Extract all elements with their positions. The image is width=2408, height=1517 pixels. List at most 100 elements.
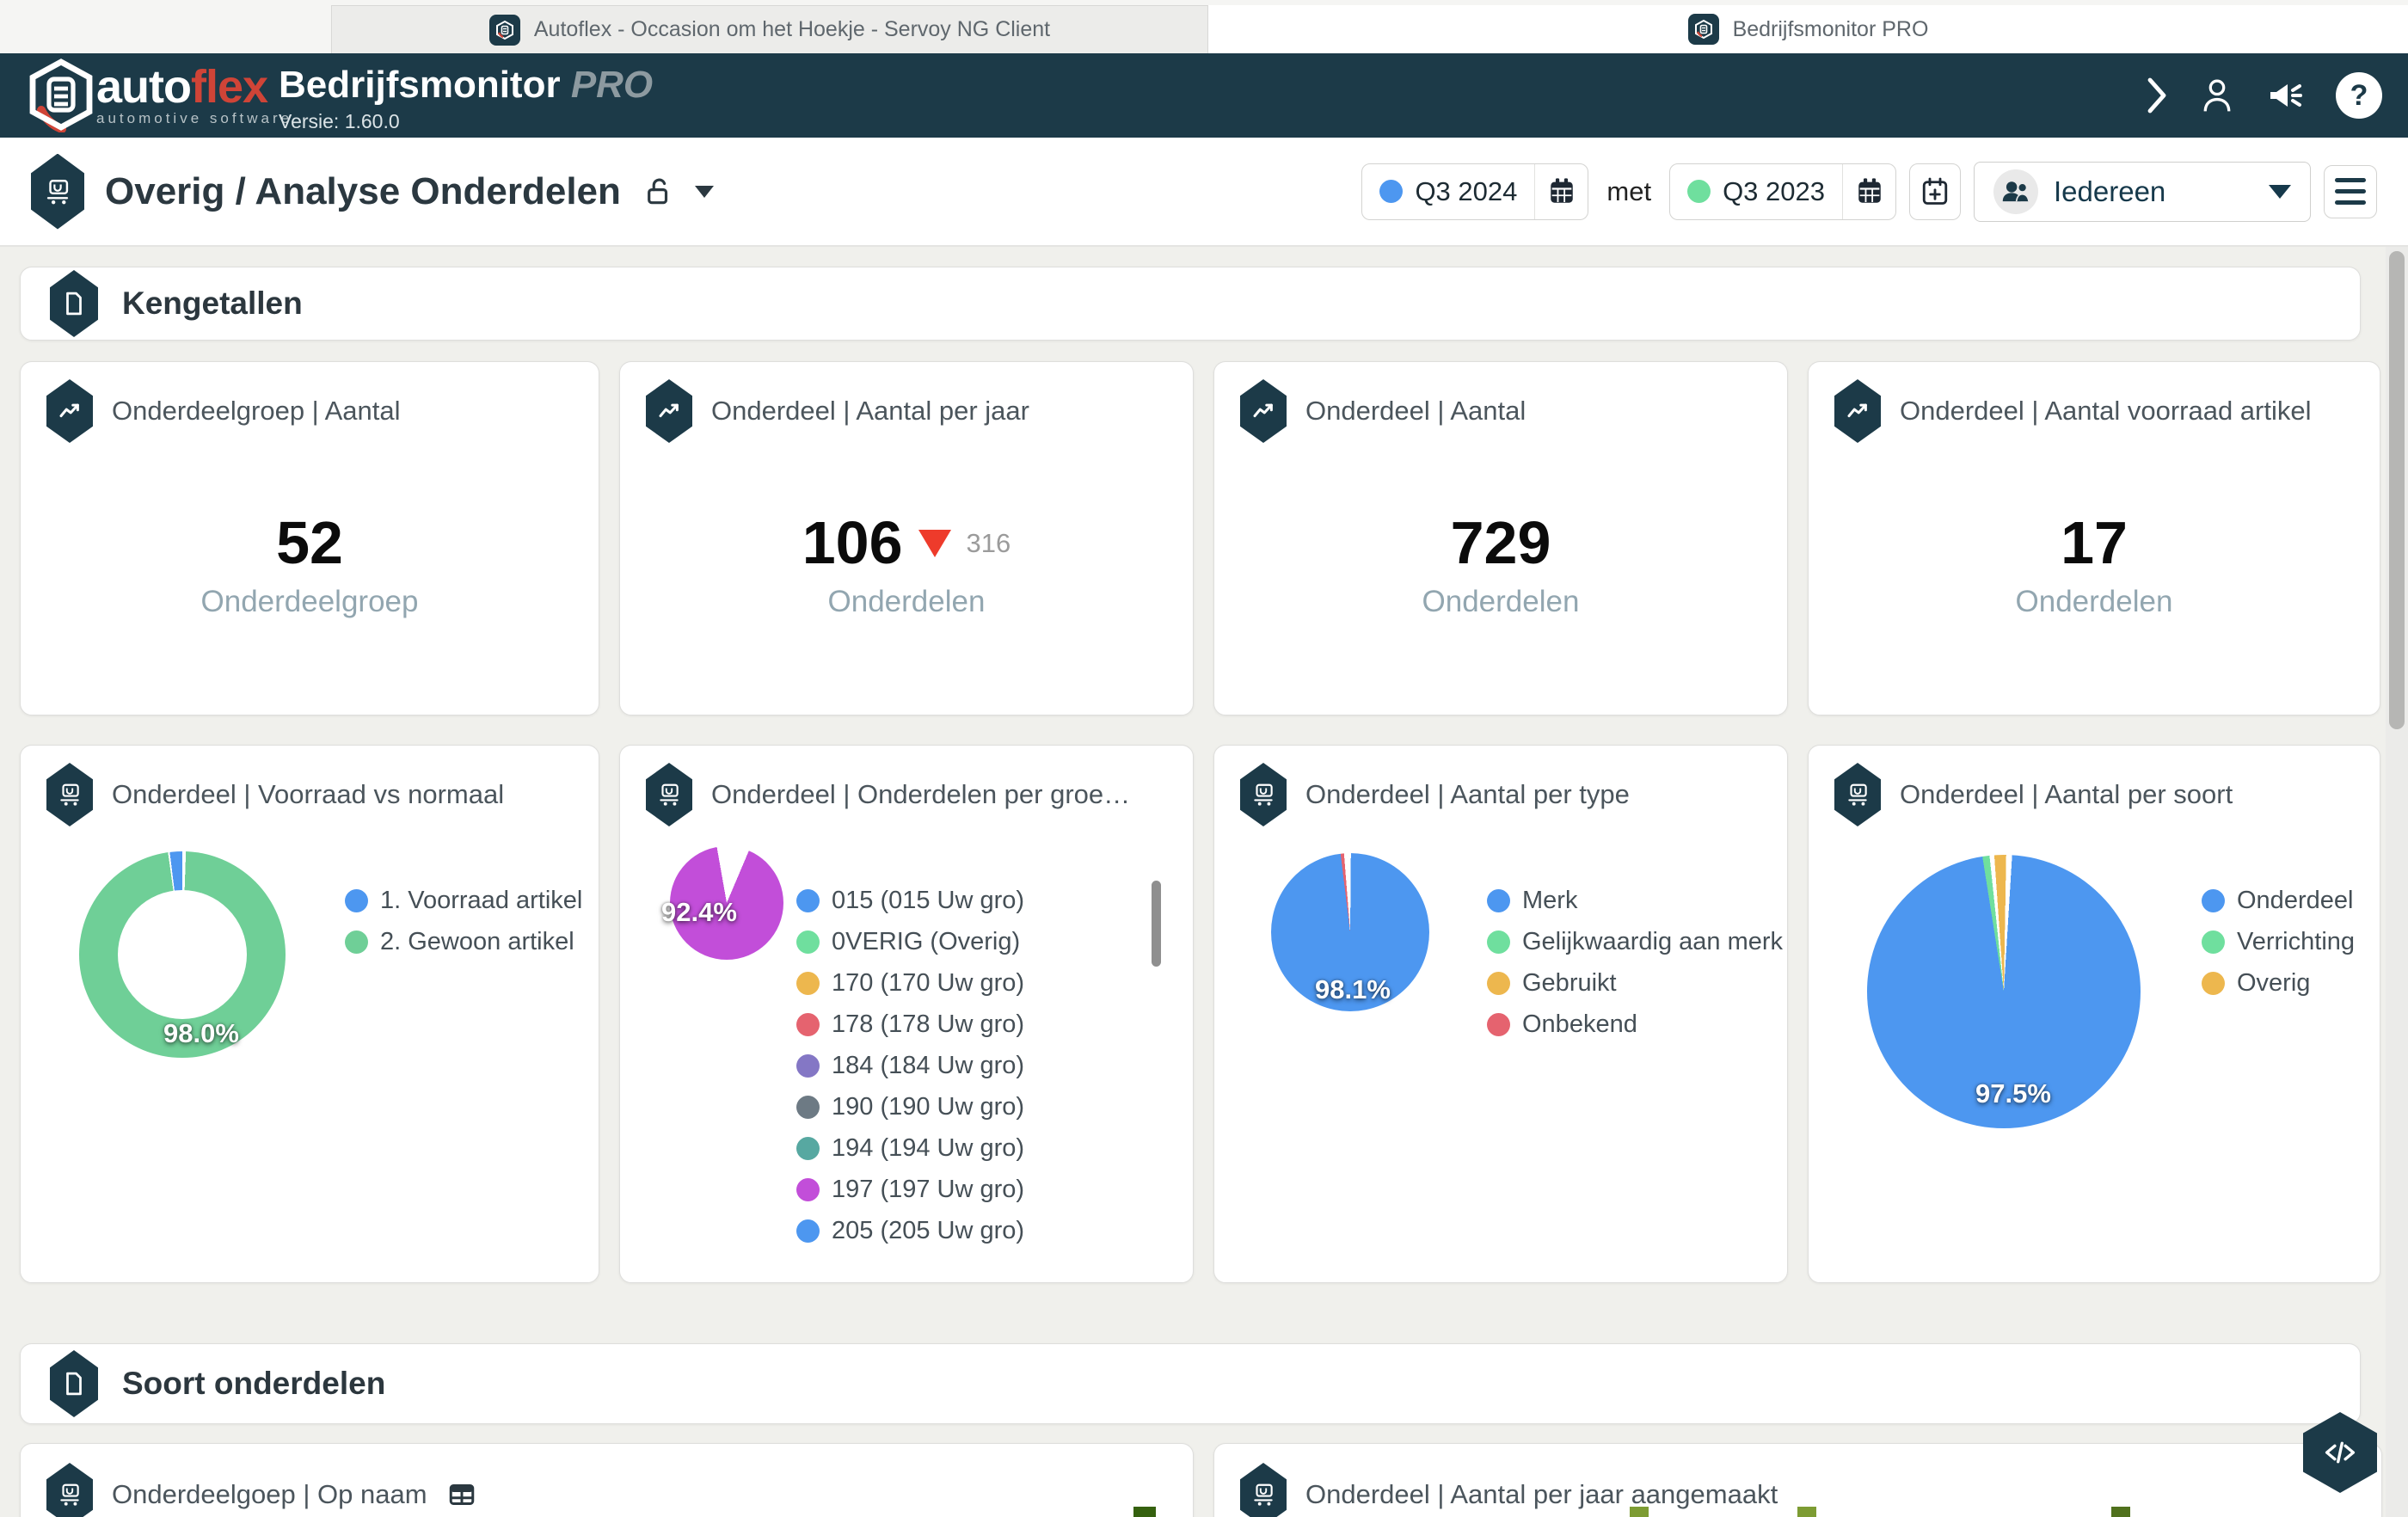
kpi-value: 729: [1450, 509, 1551, 576]
trend-icon: [646, 379, 692, 443]
legend-scrollbar[interactable]: [1152, 881, 1161, 967]
chart-fragment: [1133, 1507, 1156, 1517]
cart-badge-icon: [646, 763, 692, 826]
page-scrollbar-thumb[interactable]: [2389, 251, 2405, 729]
app-title-block: Bedrijfsmonitor PRO Versie: 1.60.0: [279, 64, 653, 133]
compare-word: met: [1606, 175, 1652, 206]
legend-item[interactable]: Verrichting: [2202, 921, 2355, 962]
pie-chart[interactable]: [1271, 853, 1429, 1011]
page-toolbar: Overig / Analyse Onderdelen Q3 2024 met …: [0, 138, 2408, 247]
card-title: Onderdeel | Onderdelen per groe…: [711, 779, 1131, 809]
add-period-button[interactable]: [1909, 163, 1961, 220]
brand-word-left: auto: [96, 61, 192, 113]
chart-card-aantal-per-soort[interactable]: Onderdeel | Aantal per soort 97.5% Onder…: [1808, 745, 2380, 1283]
section-kengetallen: Kengetallen: [20, 267, 2361, 341]
legend-item[interactable]: Gebruikt: [1487, 962, 1783, 1004]
pie-chart[interactable]: [670, 846, 783, 960]
chevron-right-icon[interactable]: [2143, 77, 2169, 114]
chart-legend: Merk Gelijkwaardig aan merk Gebruikt Onb…: [1487, 880, 1783, 1045]
legend-item[interactable]: 170 (170 Uw gro): [796, 962, 1024, 1004]
table-icon: [449, 1484, 474, 1505]
page-title: Overig / Analyse Onderdelen: [105, 169, 621, 212]
legend-item[interactable]: 2. Gewoon artikel: [345, 921, 582, 962]
period-primary-label: Q3 2024: [1415, 175, 1518, 206]
trend-icon: [46, 379, 93, 443]
legend-item[interactable]: 190 (190 Uw gro): [796, 1086, 1024, 1127]
pie-percent-label: 97.5%: [1975, 1078, 2051, 1109]
kpi-card-onderdeelgroep-aantal[interactable]: Onderdeelgroep | Aantal 52 Onderdeelgroe…: [20, 361, 599, 716]
document-icon: [50, 270, 98, 337]
kpi-label: Onderdelen: [827, 585, 986, 618]
help-button[interactable]: ?: [2336, 72, 2382, 119]
unlock-icon[interactable]: [642, 175, 674, 209]
tab-bedrijfsmonitor[interactable]: Bedrijfsmonitor PRO: [1208, 5, 2408, 53]
tab-label: Autoflex - Occasion om het Hoekje - Serv…: [533, 17, 1051, 41]
kpi-card-onderdeel-voorraad-artikel[interactable]: Onderdeel | Aantal voorraad artikel 17 O…: [1808, 361, 2380, 716]
title-caret-down-icon[interactable]: [694, 185, 714, 198]
cart-badge-icon: [46, 1463, 93, 1517]
chart-card-onderdelen-per-groep[interactable]: Onderdeel | Onderdelen per groe… 92.4% 0…: [619, 745, 1194, 1283]
card-title: Onderdeel | Aantal per soort: [1900, 779, 2233, 809]
menu-button[interactable]: [2324, 164, 2377, 218]
user-filter-select[interactable]: Iedereen: [1974, 161, 2311, 222]
card-aantal-per-jaar-aangemaakt[interactable]: Onderdeel | Aantal per jaar aangemaakt: [1213, 1443, 2382, 1517]
chart-card-aantal-per-type[interactable]: Onderdeel | Aantal per type 98.1% Merk G…: [1213, 745, 1788, 1283]
section-soort-onderdelen: Soort onderdelen: [20, 1343, 2361, 1424]
cart-badge-icon: [1834, 763, 1881, 826]
legend-item[interactable]: Gelijkwaardig aan merk: [1487, 921, 1783, 962]
card-title: Onderdeel | Voorraad vs normaal: [112, 779, 505, 809]
autoflex-favicon-icon: [488, 14, 520, 46]
kpi-label: Onderdelen: [1422, 585, 1580, 618]
period-primary-color-dot: [1379, 180, 1404, 203]
page-scrollbar[interactable]: [2386, 247, 2408, 1517]
cart-badge-icon: [1240, 1463, 1287, 1517]
calendar-icon[interactable]: [1842, 163, 1895, 219]
legend-item[interactable]: 1. Voorraad artikel: [345, 880, 582, 921]
megaphone-icon[interactable]: [2265, 75, 2307, 116]
legend-item[interactable]: 197 (197 Uw gro): [796, 1169, 1024, 1210]
kpi-card-onderdeel-aantal-per-jaar[interactable]: Onderdeel | Aantal per jaar 106 316 Onde…: [619, 361, 1194, 716]
document-icon: [50, 1350, 98, 1417]
calendar-icon[interactable]: [1534, 163, 1588, 219]
card-title: Onderdeel | Aantal per type: [1305, 779, 1630, 809]
period-primary-picker[interactable]: Q3 2024: [1361, 163, 1589, 220]
cart-badge-icon: [46, 763, 93, 826]
tab-autoflex-client[interactable]: Autoflex - Occasion om het Hoekje - Serv…: [331, 5, 1208, 53]
brand-tagline: automotive software: [96, 110, 293, 126]
tab-bar: Autoflex - Occasion om het Hoekje - Serv…: [0, 0, 2408, 53]
card-onderdeelgroep-op-naam[interactable]: Onderdeelgoep | Op naam: [20, 1443, 1194, 1517]
group-avatar-icon: [1993, 169, 2038, 214]
legend-item[interactable]: Onderdeel: [2202, 880, 2355, 921]
kpi-value: 52: [276, 509, 343, 576]
tab-label: Bedrijfsmonitor PRO: [1732, 16, 1929, 41]
section-title: Kengetallen: [122, 286, 303, 321]
pie-chart[interactable]: [1867, 855, 2141, 1128]
pie-percent-label: 98.0%: [163, 1018, 239, 1048]
donut-chart[interactable]: [79, 851, 286, 1058]
legend-item[interactable]: 015 (015 Uw gro): [796, 880, 1024, 921]
legend-item[interactable]: Merk: [1487, 880, 1783, 921]
legend-item[interactable]: 194 (194 Uw gro): [796, 1127, 1024, 1169]
kpi-card-onderdeel-aantal[interactable]: Onderdeel | Aantal 729 Onderdelen: [1213, 361, 1788, 716]
brand-wordmark: autoflex automotive software: [96, 60, 293, 127]
legend-item[interactable]: 184 (184 Uw gro): [796, 1045, 1024, 1086]
legend-item[interactable]: Onbekend: [1487, 1004, 1783, 1045]
cart-badge-icon: [31, 153, 84, 230]
kpi-label: Onderdeelgroep: [200, 585, 419, 618]
kpi-label: Onderdelen: [2015, 585, 2173, 618]
legend-item[interactable]: Overig: [2202, 962, 2355, 1004]
chart-fragment: [1630, 1507, 1649, 1517]
code-icon: [2325, 1441, 2356, 1464]
legend-item[interactable]: 0VERIG (Overig): [796, 921, 1024, 962]
period-secondary-color-dot: [1687, 180, 1711, 203]
pie-percent-label: 92.4%: [661, 897, 737, 927]
chart-legend: 1. Voorraad artikel 2. Gewoon artikel: [345, 880, 582, 962]
user-icon[interactable]: [2198, 75, 2236, 116]
trend-icon: [1240, 379, 1287, 443]
legend-item[interactable]: 178 (178 Uw gro): [796, 1004, 1024, 1045]
period-secondary-picker[interactable]: Q3 2023: [1669, 163, 1896, 220]
chart-card-voorraad-vs-normaal[interactable]: Onderdeel | Voorraad vs normaal 98.0% 1.…: [20, 745, 599, 1283]
legend-item[interactable]: 205 (205 Uw gro): [796, 1210, 1024, 1251]
decrease-triangle-icon: [918, 529, 951, 557]
